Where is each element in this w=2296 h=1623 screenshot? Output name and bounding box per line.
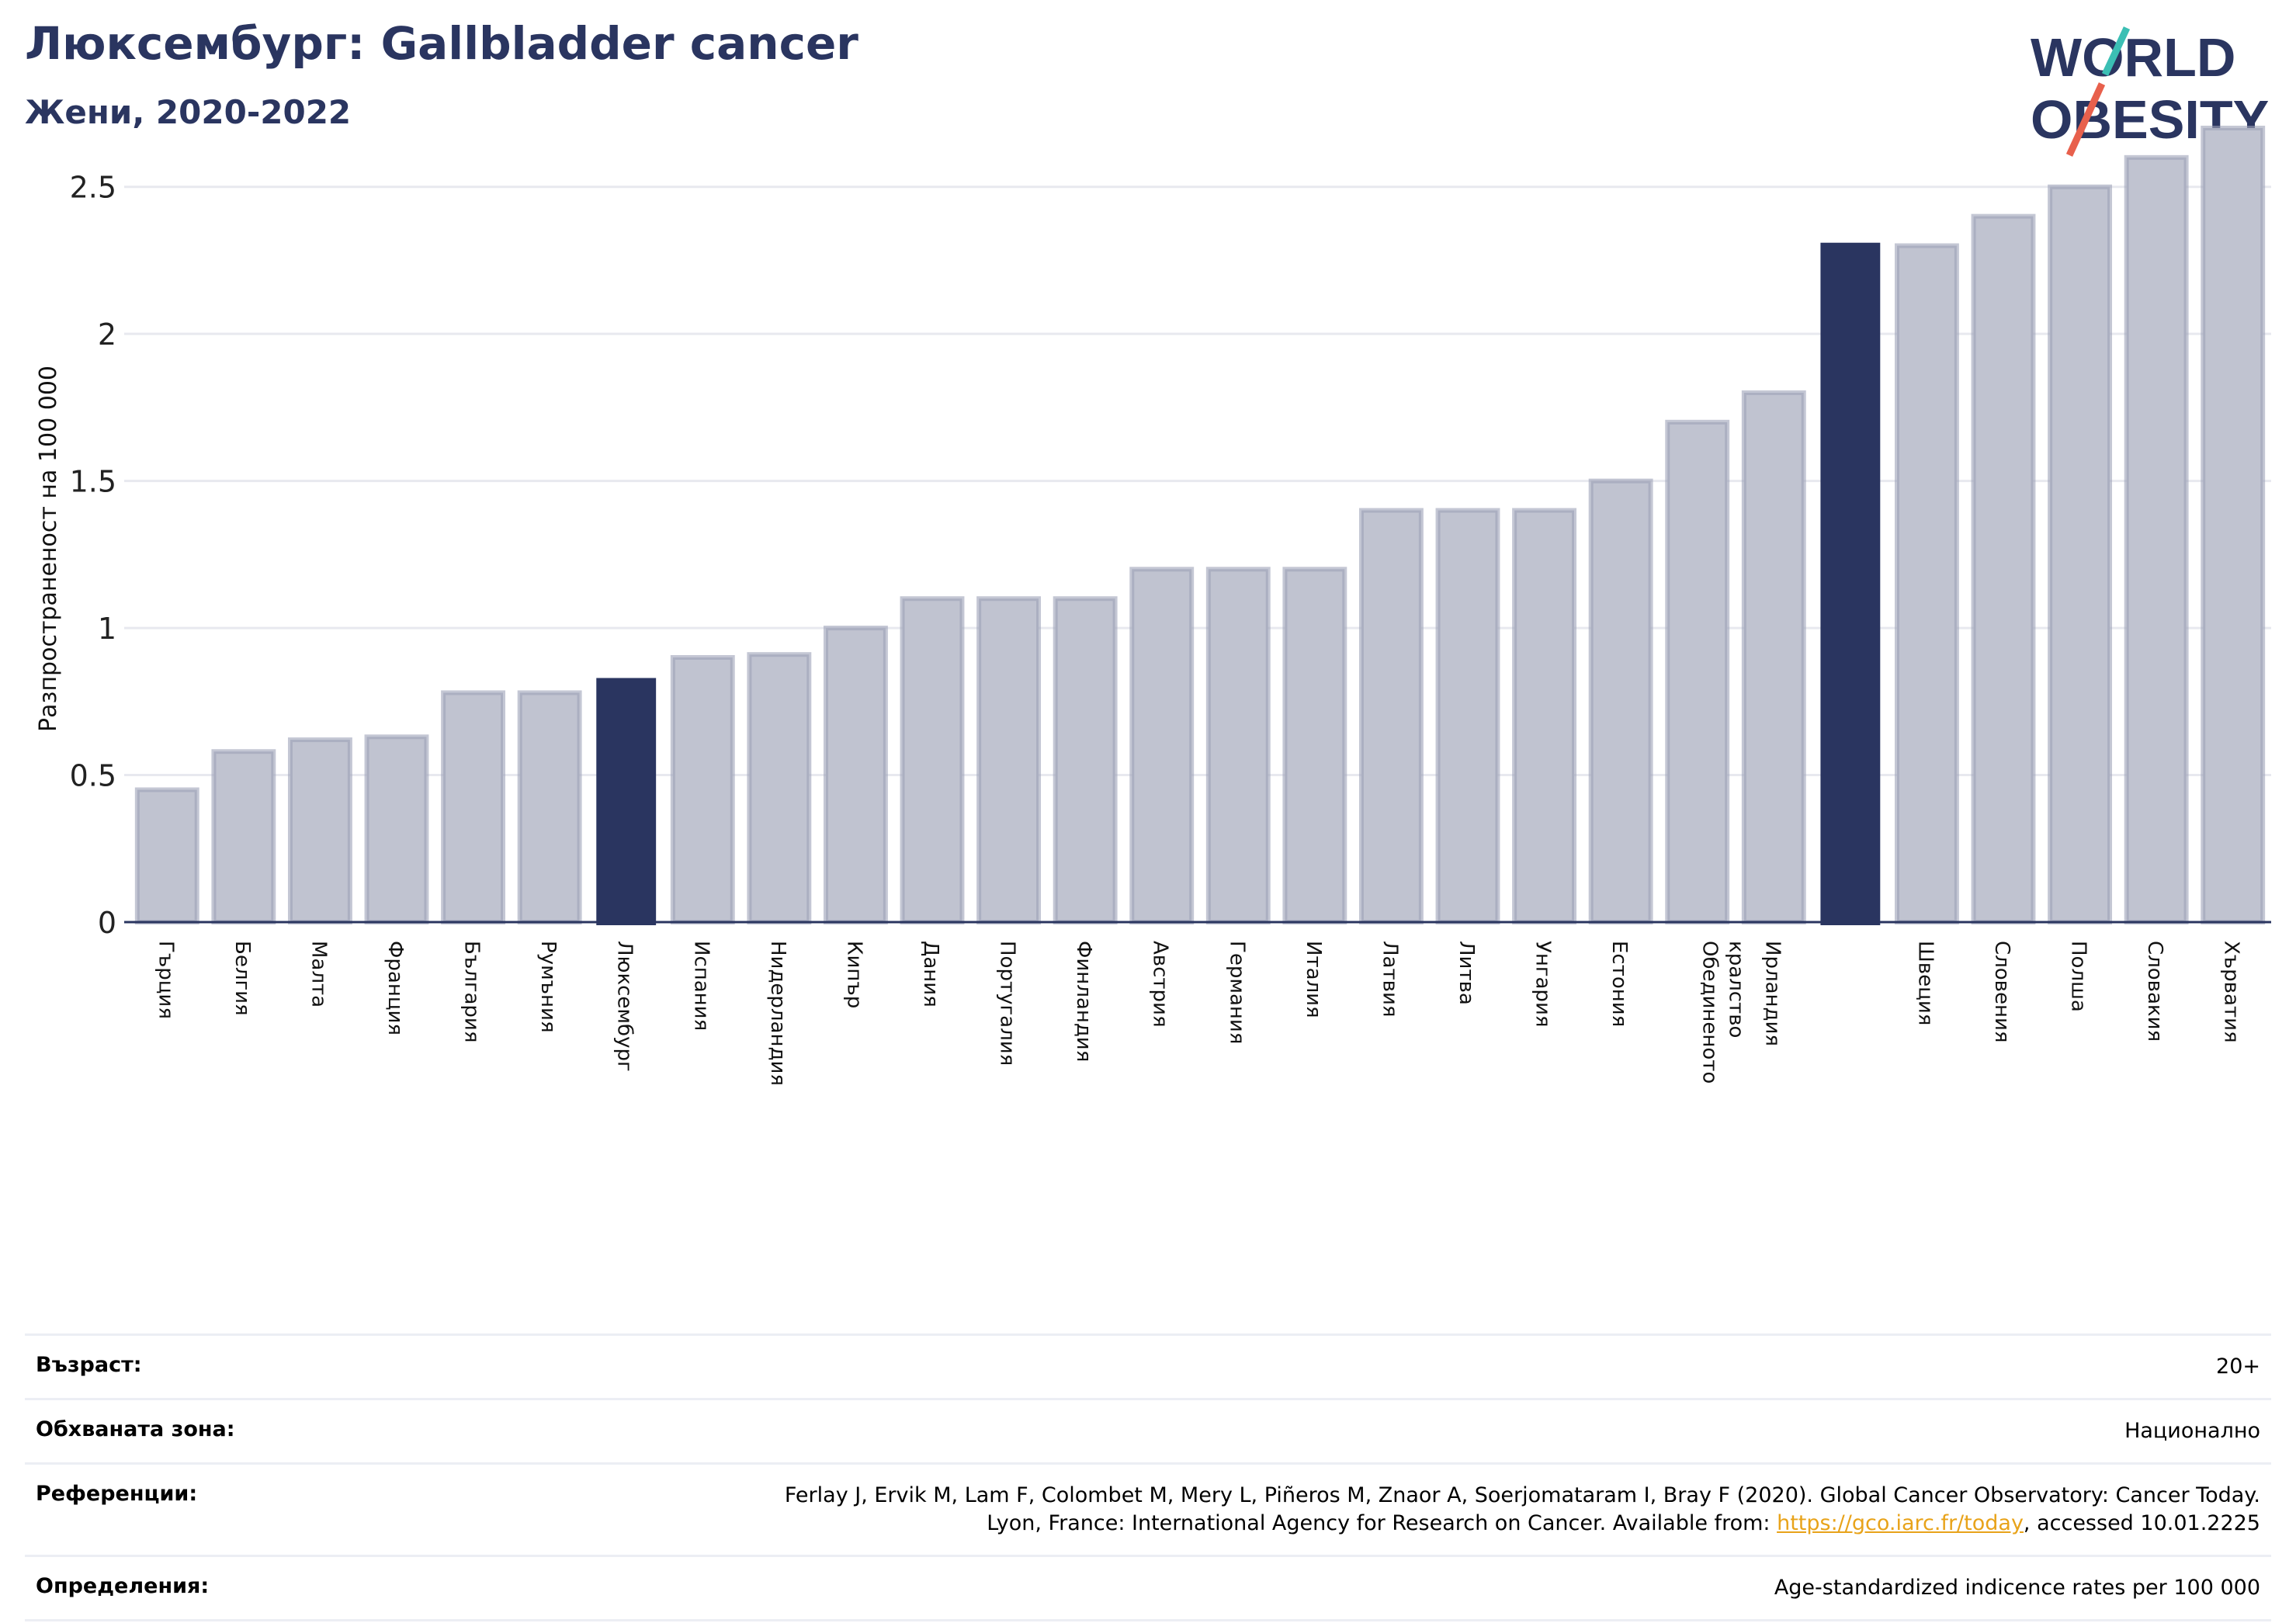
references-line2-post: , accessed 10.01.2225	[2023, 1511, 2260, 1535]
y-tick-label: 2	[98, 317, 116, 352]
bar	[976, 596, 1042, 924]
x-tick-label: Латвия	[1378, 941, 1401, 1018]
references-value: Ferlay J, Ervik M, Lam F, Colombet M, Me…	[785, 1482, 2260, 1538]
x-tick-label: Австрия	[1149, 941, 1172, 1028]
info-row-definitions: Определения: Age-standardized indicence …	[25, 1555, 2271, 1621]
references-line2-pre: Lyon, France: International Agency for R…	[987, 1511, 1777, 1535]
x-tick-label: Полша	[2067, 941, 2090, 1012]
x-tick-label: Хърватия	[2220, 941, 2243, 1043]
logo-slash-teal	[2101, 26, 2131, 76]
x-tick-label: Унгария	[1531, 941, 1555, 1027]
info-row-age: Възраст: 20+	[25, 1333, 2271, 1398]
x-tick-label: Естония	[1608, 941, 1631, 1027]
info-table: Възраст: 20+ Обхваната зона: Национално …	[25, 1333, 2271, 1621]
bar	[364, 734, 429, 925]
x-tick-label: Франция	[383, 941, 407, 1035]
logo-slash-coral	[2065, 82, 2106, 157]
bar	[900, 596, 965, 924]
references-line1: Ferlay J, Ervik M, Lam F, Colombet M, Me…	[784, 1483, 2260, 1507]
x-tick-label: България	[460, 941, 484, 1042]
y-tick-label: 0	[98, 906, 116, 940]
y-axis-label: Разпространеност на 100 000	[35, 366, 62, 732]
references-label: Референции:	[36, 1482, 198, 1506]
x-tick-label: Италия	[1302, 941, 1325, 1018]
x-tick-label: Словения	[1990, 941, 2013, 1043]
x-tick-label: Нидерландия	[766, 941, 789, 1086]
x-tick-label: Словакия	[2143, 941, 2166, 1042]
bar	[1971, 213, 2036, 925]
bar	[134, 787, 199, 924]
y-tick-label: 1.5	[70, 465, 116, 499]
area-value: Национално	[2124, 1419, 2260, 1443]
definitions-label: Определения:	[36, 1574, 210, 1598]
x-tick-label: Финландия	[1072, 941, 1095, 1062]
bar	[1741, 390, 1806, 924]
age-label: Възраст:	[36, 1353, 142, 1377]
definitions-value: Age-standardized indicence rates per 100…	[1774, 1576, 2260, 1600]
x-tick-label: Гърция	[154, 941, 177, 1019]
logo-line1: WORLD	[2031, 27, 2235, 88]
bar	[823, 626, 888, 924]
bar	[1053, 596, 1118, 924]
info-row-references: Референции: Ferlay J, Ervik M, Lam F, Co…	[25, 1462, 2271, 1555]
bar	[287, 737, 352, 924]
bar	[1282, 567, 1347, 924]
x-tick-label: Белгия	[231, 941, 254, 1016]
bar	[1435, 508, 1500, 924]
bar	[1588, 478, 1653, 924]
bar-highlighted	[596, 678, 657, 925]
bar	[2124, 154, 2189, 924]
y-tick-label: 1	[98, 612, 116, 646]
x-tick-label: Малта	[307, 941, 330, 1007]
references-link[interactable]: https://gco.iarc.fr/today	[1777, 1511, 2024, 1535]
x-tick-label: Швеция	[1913, 941, 1937, 1025]
x-tick-label: Германия	[1225, 941, 1248, 1044]
x-tick-label: Люксембург	[613, 941, 636, 1072]
bar-highlighted	[1820, 242, 1881, 926]
bar	[1129, 567, 1195, 924]
bar	[1358, 508, 1424, 924]
age-value: 20+	[2216, 1354, 2260, 1379]
bar	[2048, 184, 2113, 924]
x-tick-label: Ирландия	[1760, 941, 1784, 1046]
bar	[211, 749, 276, 924]
y-tick-label: 0.5	[70, 759, 116, 793]
bar	[2201, 125, 2266, 925]
y-tick-label: 2.5	[70, 171, 116, 205]
bar	[441, 690, 506, 925]
bar	[1894, 243, 1959, 924]
x-tick-label: Португалия	[996, 941, 1019, 1066]
area-label: Обхваната зона:	[36, 1417, 235, 1441]
x-tick-label: Румъния	[536, 941, 560, 1033]
x-tick-label: Обединеното кралство	[1698, 941, 1748, 1084]
bar	[1665, 419, 1730, 924]
x-tick-label: Литва	[1455, 941, 1478, 1005]
chart-subtitle: Жени, 2020-2022	[25, 93, 352, 131]
x-tick-label: Дания	[919, 941, 942, 1007]
bar-chart: 0 0.5 1 1.5 2 2.5 Разпространеност на 100 000 Г…	[35, 125, 2271, 1086]
chart-title: Люксембург: Gallbladder cancer	[25, 17, 858, 70]
info-row-area: Обхваната зона: Национално	[25, 1398, 2271, 1462]
bar	[1512, 508, 1577, 924]
x-tick-label: Испания	[689, 941, 713, 1031]
bar	[670, 654, 735, 924]
bar	[747, 652, 812, 925]
bar	[517, 690, 582, 925]
x-tick-label: Кипър	[842, 941, 865, 1008]
bar	[1205, 567, 1271, 924]
